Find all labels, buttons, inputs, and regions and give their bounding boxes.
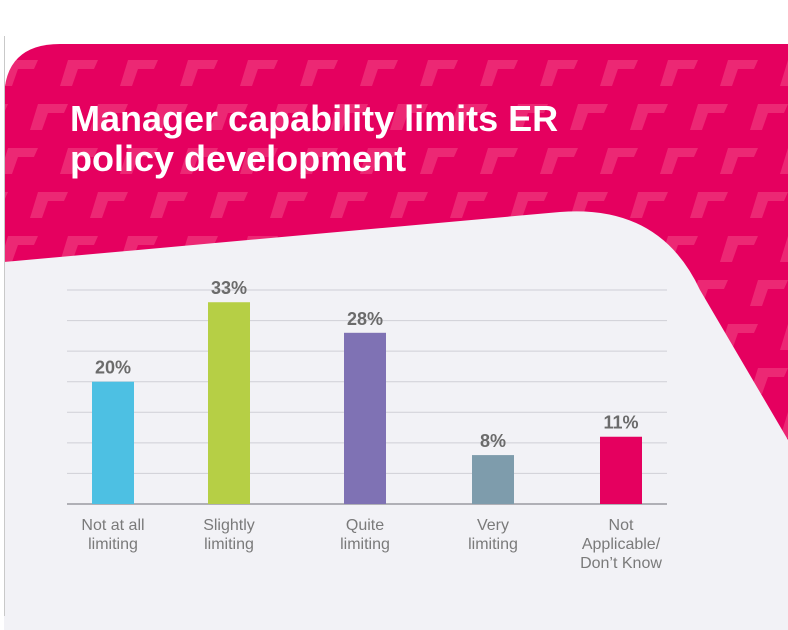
slash-mark [330, 104, 368, 130]
category-label: Slightly limiting [203, 517, 255, 553]
slash-mark [540, 60, 578, 86]
slash-mark [30, 192, 68, 218]
chart-panel [4, 211, 788, 630]
slash-mark [360, 148, 398, 174]
slash-mark [150, 104, 188, 130]
slash-mark [630, 192, 668, 218]
title-line-2: policy development [70, 138, 407, 179]
slash-mark [600, 148, 638, 174]
slash-mark [510, 192, 548, 218]
slash-mark [510, 104, 548, 130]
slash-mark [240, 60, 278, 86]
slash-mark [480, 148, 518, 174]
bar [600, 436, 642, 504]
slash-mark [300, 148, 338, 174]
slash-mark [450, 192, 488, 218]
bar [344, 332, 386, 504]
value-label: 28% [347, 309, 383, 329]
category-label: Not at all limiting [81, 517, 144, 553]
value-label: 20% [95, 358, 131, 378]
category-label: Not Applicable/Don’t Know [580, 517, 662, 572]
slash-mark [270, 104, 308, 130]
slash-mark [330, 192, 368, 218]
slash-mark [570, 104, 608, 130]
slash-mark [630, 104, 668, 130]
slash-mark [750, 280, 788, 306]
slash-mark [300, 60, 338, 86]
slash-mark [660, 60, 698, 86]
slash-mark [660, 148, 698, 174]
slash-mark [120, 148, 158, 174]
slash-mark [390, 192, 428, 218]
slash-mark [540, 148, 578, 174]
slash-mark [720, 60, 758, 86]
value-label: 11% [603, 413, 638, 433]
value-label: 8% [480, 431, 506, 451]
slash-mark [60, 148, 98, 174]
slash-mark [60, 60, 98, 86]
slash-mark [270, 192, 308, 218]
category-label: Very limiting [468, 517, 518, 553]
slash-mark [750, 368, 788, 394]
slash-mark [150, 192, 188, 218]
value-label: 33% [211, 278, 247, 298]
slash-mark [180, 60, 218, 86]
slash-mark [690, 192, 728, 218]
bar [472, 455, 514, 504]
slash-mark [90, 192, 128, 218]
slash-mark [60, 236, 98, 262]
slash-mark [420, 148, 458, 174]
category-label: Quite limiting [340, 517, 390, 553]
slash-mark [30, 104, 68, 130]
bar [92, 381, 134, 504]
slash-mark [90, 104, 128, 130]
slash-mark [4, 236, 38, 262]
slash-mark [390, 104, 428, 130]
slash-mark [720, 236, 758, 262]
slash-mark [450, 104, 488, 130]
slash-mark [120, 60, 158, 86]
slash-mark [360, 60, 398, 86]
slash-mark [4, 148, 38, 174]
slash-mark [750, 192, 788, 218]
slash-mark [690, 104, 728, 130]
slash-mark [750, 104, 788, 130]
slash-mark [720, 148, 758, 174]
slash-mark [180, 148, 218, 174]
slash-mark [210, 192, 248, 218]
slash-mark [600, 60, 638, 86]
title-line-1: Manager capability limits ER [70, 98, 559, 139]
slash-mark [240, 148, 278, 174]
slash-mark [480, 60, 518, 86]
left-rule [4, 36, 5, 616]
slash-mark [420, 60, 458, 86]
bar [208, 302, 250, 504]
slash-mark [210, 104, 248, 130]
